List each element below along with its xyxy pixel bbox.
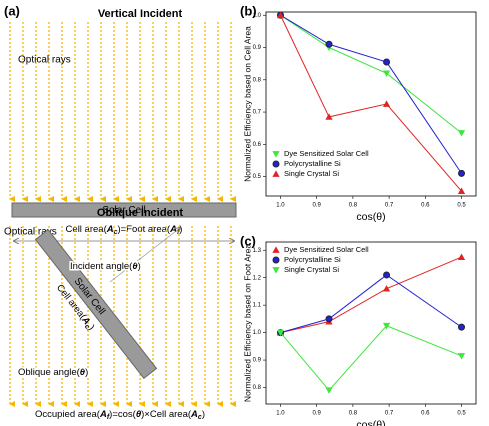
y-tick-label: 0.6	[253, 142, 262, 148]
marker	[458, 323, 466, 331]
x-tick-label: 0.8	[349, 411, 358, 417]
marker	[325, 40, 333, 48]
caption: Cell area(Ac)=Foot area(Af)	[66, 224, 183, 237]
y-axis-label: Normalized Efficiency based on Cell Area	[242, 26, 252, 182]
charts: (b)1.0 0.9 0.8 0.7 0.6 0.50.50.60.70.80.91.0c…	[240, 3, 477, 426]
marker	[325, 387, 333, 394]
legend-marker	[272, 151, 280, 158]
normal-line	[109, 228, 180, 283]
series-line	[280, 15, 462, 192]
optical-rays	[9, 22, 236, 202]
diagram-title: Vertical Incident	[98, 8, 183, 20]
x-tick-label: 0.7	[385, 411, 394, 417]
marker	[382, 100, 391, 107]
series-line	[280, 325, 462, 392]
marker	[383, 58, 391, 66]
x-tick-label: 1.0	[276, 203, 285, 209]
x-axis-label: cos(θ)	[356, 419, 385, 426]
y-tick-label: 0.8	[253, 385, 262, 391]
solar-cell	[34, 229, 158, 379]
plot-frame	[265, 11, 477, 197]
angle-label: Oblique angle(θ)	[18, 367, 88, 378]
y-tick-label: 0.9	[253, 45, 262, 51]
legend-marker	[272, 267, 280, 274]
solar-cell	[11, 202, 237, 218]
legend-marker	[272, 160, 280, 168]
rays-label: Optical rays	[18, 55, 71, 66]
angle-label: Incident angle(θ)	[70, 261, 141, 272]
marker	[458, 169, 466, 177]
marker	[382, 285, 391, 292]
optical-rays	[9, 226, 236, 407]
rays-label: Optical rays	[4, 227, 57, 238]
marker	[276, 329, 285, 337]
legend-label: Dye Sensitized Solar Cell	[284, 245, 369, 254]
series-line	[280, 14, 462, 134]
y-tick-label: 0.8	[253, 77, 262, 83]
marker	[325, 113, 333, 120]
diagram-title: Oblique Incident	[97, 207, 184, 219]
y-tick-label: 0.9	[253, 358, 262, 364]
x-tick-label: 0.9	[313, 411, 322, 417]
legend-marker	[272, 170, 280, 177]
x-tick-label: 0.5	[457, 203, 466, 209]
legend-label: Polycrystalline Si	[284, 255, 341, 264]
solar-cell-group: Solar Cell Cell area(Ac)	[34, 229, 158, 379]
panel-label: (b)	[240, 3, 257, 18]
series-line	[280, 14, 462, 174]
marker	[457, 130, 466, 137]
y-tick-label: 0.5	[253, 174, 262, 180]
marker	[382, 322, 391, 330]
x-tick-label: 0.6	[421, 203, 430, 209]
y-tick-label: 1.1	[253, 303, 262, 309]
y-tick-label: 0.7	[253, 110, 262, 116]
legend-label: Polycrystalline Si	[284, 159, 341, 168]
x-axis-label: cos(θ)	[356, 211, 385, 223]
y-axis-label: Normalized Efficiency based on Foot Area	[242, 244, 252, 402]
caption: Occupied area(Af)=cos(θ)×Cell area(Ac)	[35, 409, 205, 422]
x-tick-label: 0.6	[421, 411, 430, 417]
x-tick-label: 0.5	[457, 411, 466, 417]
x-tick-label: 0.9	[313, 203, 322, 209]
y-tick-label: 1.0	[253, 330, 262, 336]
marker	[457, 253, 466, 260]
legend-marker	[272, 246, 280, 253]
marker	[382, 70, 391, 77]
panel-label: (c)	[240, 233, 256, 248]
series-line	[280, 256, 462, 334]
y-tick-label: 1.2	[253, 275, 262, 281]
y-tick-label: 1.0	[253, 13, 262, 19]
x-tick-label: 1.0	[276, 411, 285, 417]
panel-label: (a)	[4, 3, 20, 18]
x-tick-label: 0.7	[385, 203, 394, 209]
marker	[457, 353, 466, 360]
y-tick-label: 1.3	[253, 248, 262, 254]
legend-label: Dye Sensitized Solar Cell	[284, 149, 369, 158]
legend-label: Single Crystal Si	[284, 265, 339, 274]
series-line	[280, 274, 462, 334]
legend-marker	[272, 256, 280, 264]
marker	[325, 315, 333, 323]
marker	[276, 11, 285, 19]
legend-label: Single Crystal Si	[284, 169, 339, 178]
plot-frame	[265, 241, 477, 405]
marker	[383, 271, 391, 279]
cell-label: Solar Cell	[102, 205, 145, 216]
x-tick-label: 0.8	[349, 203, 358, 209]
marker	[457, 187, 466, 195]
